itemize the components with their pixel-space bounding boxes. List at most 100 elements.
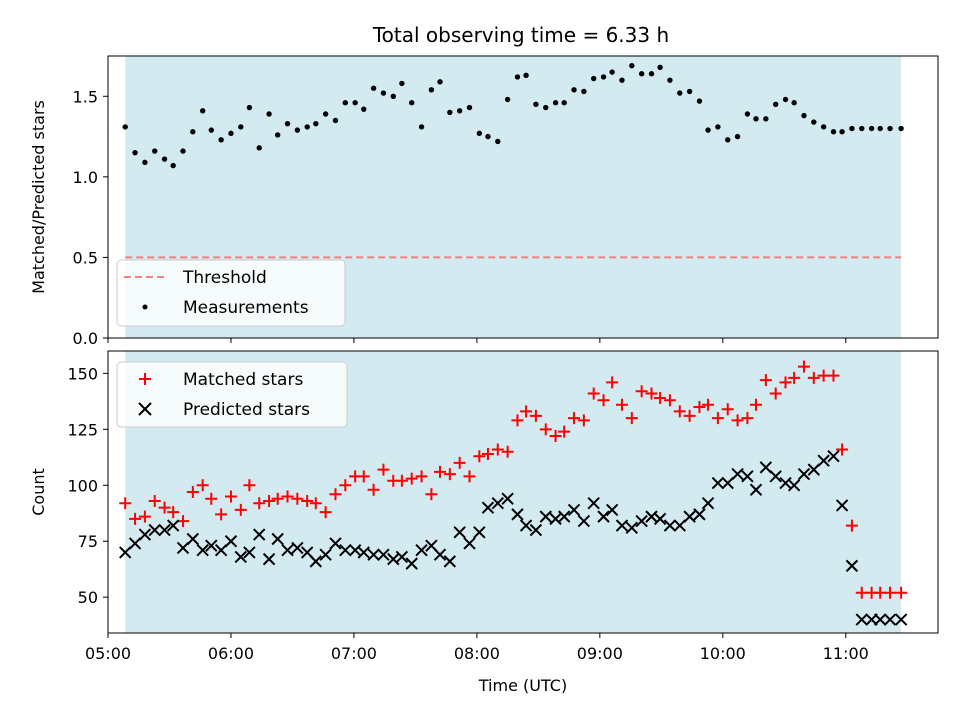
predicted-point: [339, 543, 352, 557]
y-tick-label: 50: [78, 588, 98, 607]
measurement-point: [600, 74, 607, 80]
predicted-point: [405, 557, 418, 570]
predicted-point: [835, 499, 849, 512]
predicted-point: [158, 523, 171, 537]
predicted-point: [319, 548, 332, 561]
predicted-point: [243, 546, 256, 559]
measurement-point: [274, 132, 281, 138]
predicted-point: [577, 514, 591, 528]
matched-point: [491, 443, 504, 456]
measurement-point: [552, 100, 559, 106]
predicted-point: [395, 550, 409, 564]
predicted-point: [214, 543, 228, 557]
matched-point: [693, 400, 706, 413]
measurement-point: [753, 116, 759, 122]
matched-point: [167, 506, 180, 519]
measurement-point: [476, 130, 483, 137]
measurement-point: [868, 125, 875, 132]
matched-legend-label: Matched stars: [183, 370, 303, 390]
predicted-point: [605, 503, 619, 517]
measurement-point: [437, 79, 443, 85]
predicted-point: [377, 548, 390, 561]
matched-point: [845, 519, 858, 532]
predicted-point: [557, 510, 571, 523]
matched-point: [367, 483, 380, 496]
measurement-point: [322, 111, 329, 117]
predicted-point: [701, 496, 715, 510]
matched-point: [807, 371, 820, 384]
matched-point: [138, 510, 151, 523]
measurement-point: [686, 88, 693, 95]
predicted-point: [615, 519, 629, 532]
measurement-point: [763, 116, 769, 122]
measurement-point: [456, 108, 463, 114]
measurements-legend-marker: [142, 304, 148, 310]
measurement-point: [208, 127, 214, 133]
predicted-point: [597, 510, 610, 523]
matched-point: [148, 494, 161, 507]
matched-point: [281, 490, 294, 503]
predicted-point: [683, 510, 696, 523]
predicted-point: [291, 541, 304, 555]
measurement-point: [898, 125, 904, 132]
matched-point: [357, 470, 370, 483]
measurement-point: [877, 125, 883, 132]
matched-point: [243, 479, 256, 492]
measurement-point: [677, 90, 683, 96]
predicted-point: [309, 555, 323, 568]
predicted-point: [128, 537, 142, 550]
measurement-point: [725, 137, 731, 143]
measurement-point: [266, 111, 272, 117]
measurement-point: [142, 159, 148, 166]
measurement-point: [811, 119, 817, 125]
matched-point: [711, 412, 724, 425]
matched-point: [549, 430, 562, 443]
measurement-point: [161, 156, 168, 162]
predicted-point: [635, 514, 648, 528]
measurement-point: [820, 124, 827, 130]
measurement-point: [370, 85, 377, 91]
measurement-point: [199, 108, 206, 114]
measurement-point: [667, 77, 673, 83]
threshold-legend-label: Threshold: [182, 268, 267, 288]
predicted-point: [453, 526, 466, 539]
matched-point: [205, 492, 218, 505]
predicted-point: [894, 613, 908, 626]
measurement-point: [313, 120, 319, 127]
measurement-point: [294, 127, 301, 133]
measurement-point: [504, 96, 511, 103]
matched-point: [511, 414, 524, 427]
measurement-point: [122, 124, 128, 130]
predicted-point: [473, 526, 486, 539]
predicted-point: [711, 476, 725, 490]
measurement-point: [859, 125, 865, 132]
measurement-point: [705, 127, 711, 133]
predicted-point: [367, 548, 380, 561]
matched-point: [291, 492, 304, 505]
matched-point: [520, 405, 533, 418]
matched-point: [301, 494, 314, 507]
predicted-point: [693, 508, 706, 521]
matched-point: [453, 456, 466, 469]
predicted-point: [119, 546, 132, 559]
predicted-point: [176, 541, 190, 555]
measurement-point: [839, 129, 845, 135]
predicted-point: [138, 528, 152, 541]
predicted-point: [855, 613, 868, 626]
matched-point: [501, 445, 514, 458]
measurement-point: [238, 124, 244, 130]
matched-point: [415, 470, 428, 483]
measurement-point: [657, 64, 663, 70]
measurement-point: [638, 71, 645, 77]
predicted-point: [883, 613, 897, 626]
predicted-point: [463, 537, 476, 550]
predicted-point: [329, 537, 342, 550]
matched-point: [309, 497, 322, 510]
measurement-point: [170, 162, 176, 169]
axes-frame: [107, 350, 939, 634]
matched-point: [625, 412, 638, 425]
y-tick-label: 125: [67, 420, 98, 439]
predicted-point: [845, 559, 859, 573]
measurement-point: [543, 104, 549, 111]
series-x: [119, 449, 908, 626]
